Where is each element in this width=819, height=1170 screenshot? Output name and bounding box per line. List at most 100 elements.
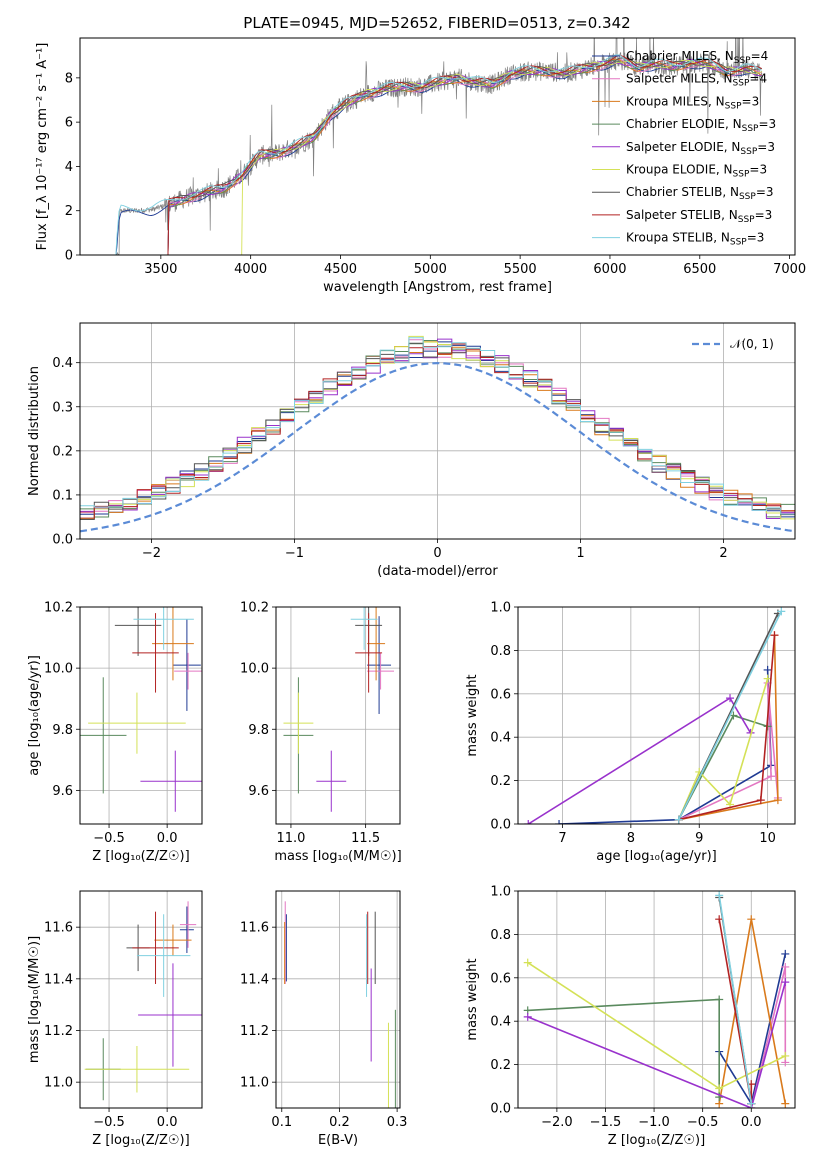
panel-age-vs-Z: −0.5 0.0 9.6 9.8 10.0 10.2 Z [log₁₀(Z/Z☉)] age … bbox=[27, 601, 203, 864]
weight-point-marker bbox=[747, 1099, 756, 1108]
plot-area bbox=[284, 901, 396, 1108]
x-tick-label: 9 bbox=[695, 831, 703, 846]
x-axis-label: wavelength [Angstrom, rest frame] bbox=[323, 280, 552, 295]
x-tick-label: 11.5 bbox=[351, 831, 380, 846]
x-axis-label: age [log₁₀(age/yr)] bbox=[596, 849, 717, 864]
weight-series-line bbox=[677, 610, 783, 821]
legend-label-sub: SSP bbox=[734, 56, 751, 66]
y-tick-label: 0.8 bbox=[490, 928, 511, 943]
x-tick-label: −2.0 bbox=[541, 1115, 573, 1130]
x-tick-label: 0.1 bbox=[271, 1115, 292, 1130]
weight-point-marker bbox=[747, 915, 756, 924]
x-tick-label: 7 bbox=[558, 831, 566, 846]
y-tick-label: 0.0 bbox=[52, 533, 73, 548]
weight-series-line bbox=[677, 678, 769, 821]
y-tick-label: 11.2 bbox=[240, 1024, 269, 1039]
axes-frame bbox=[79, 322, 796, 540]
legend-label-sub: SSP bbox=[733, 79, 750, 89]
weight-point-marker bbox=[715, 995, 724, 1004]
x-axis-label: Z [log₁₀(Z/Z☉)] bbox=[608, 1133, 705, 1148]
y-tick-label: 0.6 bbox=[490, 687, 511, 702]
legend-label-prefix: Chabrier STELIB, N bbox=[626, 185, 739, 199]
y-tick-label: 1.0 bbox=[490, 885, 511, 900]
weight-point-marker bbox=[781, 1051, 790, 1060]
weight-point-marker bbox=[555, 820, 564, 824]
x-tick-label: −0.5 bbox=[687, 1115, 719, 1130]
axes-frame bbox=[517, 890, 796, 1109]
figure-title: PLATE=0945, MJD=52652, FIBERID=0513, z=0… bbox=[243, 14, 630, 32]
weight-point-marker bbox=[773, 796, 782, 805]
axes-frame bbox=[275, 890, 401, 1109]
x-tick-label: −1.5 bbox=[590, 1115, 622, 1130]
plot-area bbox=[283, 607, 395, 812]
y-tick-label: 9.6 bbox=[248, 784, 269, 799]
x-tick-label: −2 bbox=[142, 546, 161, 561]
weight-point-marker bbox=[524, 820, 533, 824]
y-tick-label: 11.4 bbox=[44, 972, 73, 987]
legend-label-prefix: Salpeter ELODIE, N bbox=[626, 140, 740, 154]
x-axis-label: Z [log₁₀(Z/Z☉)] bbox=[92, 1133, 189, 1148]
axes-frame bbox=[79, 890, 203, 1109]
panel-mass-vs-ebv: 0.1 0.2 0.3 11.0 11.2 11.4 11.6 E(B-V) bbox=[240, 890, 408, 1148]
y-tick-label: 0.4 bbox=[490, 1015, 511, 1030]
model-fit-line bbox=[167, 58, 762, 255]
y-tick-label: 11.0 bbox=[44, 1076, 73, 1091]
legend-label: Chabrier STELIB, NSSP=3 bbox=[626, 185, 774, 202]
plot-area bbox=[80, 607, 202, 812]
y-tick-label: 10.0 bbox=[44, 662, 73, 677]
legend-label-prefix: Kroupa ELODIE, N bbox=[626, 163, 733, 177]
legend-label-suffix: =3 bbox=[755, 208, 773, 222]
weight-series-line bbox=[718, 895, 753, 1104]
x-tick-label: 0.3 bbox=[387, 1115, 408, 1130]
weight-point-marker bbox=[781, 949, 790, 958]
y-tick-label: 0.4 bbox=[490, 731, 511, 746]
x-tick-label: 0.0 bbox=[741, 1115, 762, 1130]
legend-label-suffix: =3 bbox=[749, 163, 767, 177]
y-axis-label: age [log₁₀(age/yr)] bbox=[27, 655, 42, 776]
plot-area bbox=[84, 901, 202, 1101]
weight-point-marker bbox=[781, 978, 790, 987]
legend-label-sub: SSP bbox=[725, 101, 742, 111]
y-tick-label: 0.6 bbox=[490, 971, 511, 986]
y-tick-label: 0.1 bbox=[52, 488, 73, 503]
panel-mass-vs-Z: −0.5 0.0 11.0 11.2 11.4 11.6 Z [log₁₀(Z/Z☉)] ma… bbox=[27, 890, 203, 1148]
legend-label: Salpeter STELIB, NSSP=3 bbox=[626, 208, 772, 225]
x-tick-label: 11.0 bbox=[276, 831, 305, 846]
x-tick-label: 1 bbox=[576, 546, 584, 561]
weight-point-marker bbox=[781, 962, 790, 971]
y-tick-label: 0.2 bbox=[490, 1058, 511, 1073]
x-tick-label: 0.2 bbox=[329, 1115, 350, 1130]
panel-spectrum: 3500 4000 4500 5000 5500 6000 6500 7000 0 2 4 6 8 wav… bbox=[35, 37, 806, 295]
legend-label: Kroupa ELODIE, NSSP=3 bbox=[626, 163, 767, 180]
x-tick-label: 3500 bbox=[144, 262, 177, 277]
y-tick-label: 9.6 bbox=[52, 784, 73, 799]
weight-point-marker bbox=[763, 665, 772, 674]
x-tick-label: −1.0 bbox=[638, 1115, 670, 1130]
plot-area bbox=[524, 607, 786, 824]
y-tick-label: 0.8 bbox=[490, 644, 511, 659]
plot-area bbox=[80, 335, 795, 533]
panel-weight-vs-age: 7 8 9 10 0.0 0.2 0.4 0.6 0.8 1.0 age [log₁₀(age/yr… bbox=[465, 601, 796, 864]
weight-point-marker bbox=[726, 694, 735, 703]
x-tick-label: −0.5 bbox=[93, 831, 125, 846]
legend-label-prefix: Kroupa STELIB, N bbox=[626, 231, 730, 245]
x-axis-label: (data-model)/error bbox=[377, 564, 498, 579]
plot-area bbox=[115, 38, 764, 255]
y-tick-label: 0.4 bbox=[52, 356, 73, 371]
weight-point-marker bbox=[523, 1012, 532, 1021]
x-tick-label: 10 bbox=[759, 831, 776, 846]
y-tick-label: 0.0 bbox=[490, 1102, 511, 1117]
x-tick-label: −1 bbox=[285, 546, 304, 561]
y-tick-label: 11.6 bbox=[44, 921, 73, 936]
legend-label-prefix: Chabrier ELODIE, N bbox=[626, 117, 742, 131]
x-tick-label: 2 bbox=[719, 546, 727, 561]
panel-residuals: −2 −1 0 1 2 0.0 0.1 0.2 0.3 0.4 (data-model)/error… bbox=[27, 322, 796, 579]
x-tick-label: 6000 bbox=[593, 262, 626, 277]
legend-label: Salpeter MILES, NSSP=4 bbox=[626, 72, 767, 89]
y-tick-label: 11.6 bbox=[240, 921, 269, 936]
y-tick-label: 9.8 bbox=[248, 723, 269, 738]
panel-weight-vs-Z: −2.0 −1.5 −1.0 −0.5 0.0 0.0 0.2 0.4 0.6 0.8 1.0 Z [… bbox=[465, 885, 796, 1148]
y-tick-label: 2 bbox=[65, 204, 73, 219]
x-tick-label: 8 bbox=[627, 831, 635, 846]
